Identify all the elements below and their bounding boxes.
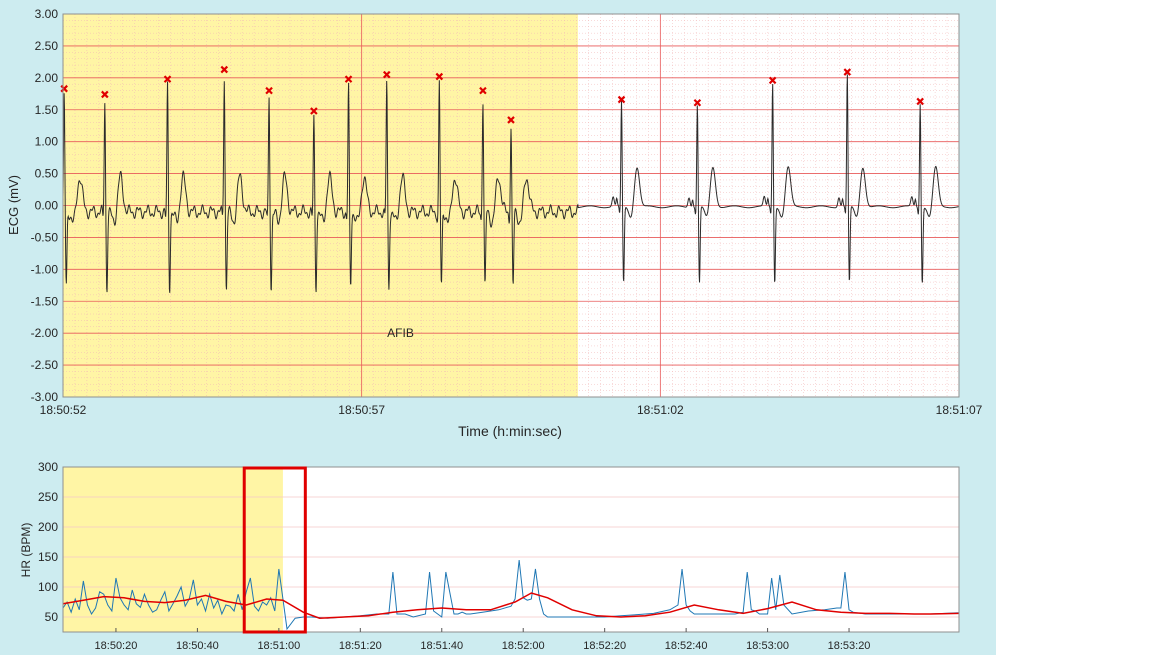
ecg-y-tick-label: 2.50 [35,39,59,53]
hr-x-tick-label: 18:53:00 [746,640,789,652]
ecg-r-peak-marker [479,86,487,95]
ecg-r-peak-marker [843,68,852,76]
ecg-y-tick-label: -2.50 [31,358,59,372]
ecg-r-peak-marker [265,86,273,95]
hr-plot-frame [62,466,960,633]
hr-x-tick-label: 18:50:20 [95,640,138,652]
ecg-y-tick-label: -3.00 [31,390,59,404]
hr-selection-window[interactable] [242,466,307,634]
hr-x-tick-label: 18:51:00 [257,640,300,652]
ecg-r-peak-marker [693,98,702,107]
ecg-r-peak-marker [617,95,626,104]
hr-panel: 300 250 200 150 100 50 18:50:20 18:50:40 18:51:… [19,460,960,652]
hr-y-tick-label: 250 [38,490,58,504]
ecg-r-peak-marker [220,65,229,74]
ecg-r-peak-marker [163,75,172,83]
hr-x-axis: 18:50:20 18:50:40 18:51:00 18:51:20 18:51:40… [95,628,871,652]
ecg-r-peak-marker [344,75,353,83]
hr-x-tick-label: 18:51:40 [420,640,463,652]
ecg-y-tick-label: -1.00 [31,262,59,276]
ecg-trace [62,74,960,293]
ecg-r-peak-marker [382,70,391,79]
ecg-r-peak-marker [435,72,444,81]
hr-x-tick-label: 18:52:20 [583,640,626,652]
hr-y-axis: 300 250 200 150 100 50 [38,460,58,624]
ecg-x-axis-label: Time (h:min:sec) [458,423,562,439]
ecg-r-peak-marker [507,116,515,124]
hr-y-tick-label: 300 [38,460,58,474]
ecg-y-tick-label: 0.50 [35,167,59,181]
ecg-y-tick-label: -1.50 [31,294,59,308]
ecg-y-tick-label: 1.50 [35,103,59,117]
ecg-y-tick-label: 2.00 [35,71,59,85]
hr-trend-line [62,592,960,619]
ecg-panel: 3.00 2.50 2.00 1.50 1.00 0.50 0.00 -0.50 -1.00 -1… [6,7,983,439]
ecg-x-tick-label: 18:50:52 [40,403,87,417]
hr-x-tick-label: 18:53:20 [828,640,871,652]
hr-y-tick-label: 200 [38,520,58,534]
ecg-y-tick-label: -0.50 [31,230,59,244]
ecg-x-tick-label: 18:50:57 [338,403,385,417]
ecg-x-tick-label: 18:51:02 [637,403,684,417]
hr-x-tick-label: 18:52:40 [665,640,708,652]
afib-annotation: AFIB [387,326,414,340]
ecg-y-tick-label: 3.00 [35,7,59,21]
hr-y-axis-label: HR (BPM) [19,523,33,578]
hr-y-tick-label: 100 [38,580,58,594]
hr-y-tick-label: 50 [45,610,59,624]
ecg-r-peak-marker [768,76,777,85]
ecg-y-axis: 3.00 2.50 2.00 1.50 1.00 0.50 0.00 -0.50 -1.00 -1… [31,7,59,404]
ecg-x-tick-label: 18:51:07 [936,403,983,417]
hr-y-tick-label: 150 [38,550,58,564]
hr-x-tick-label: 18:50:40 [176,640,219,652]
ecg-r-peak-marker [101,90,109,99]
hr-x-tick-label: 18:52:00 [502,640,545,652]
ecg-r-peak-markers [60,65,924,124]
hr-x-tick-label: 18:51:20 [339,640,382,652]
figure-right-margin [996,0,1152,655]
ecg-y-tick-label: -2.00 [31,326,59,340]
ecg-r-peak-marker [916,97,924,106]
ecg-r-peak-marker [60,84,68,93]
ecg-x-axis: 18:50:52 18:50:57 18:51:02 18:51:07 [40,403,983,417]
ecg-y-axis-label: ECG (mV) [6,175,21,235]
ecg-y-tick-label: 1.00 [35,135,59,149]
ecg-r-peak-marker [310,107,318,115]
hr-instantaneous-line [62,559,960,631]
ecg-plot-frame [62,13,960,398]
ecg-y-tick-label: 0.00 [35,199,59,213]
